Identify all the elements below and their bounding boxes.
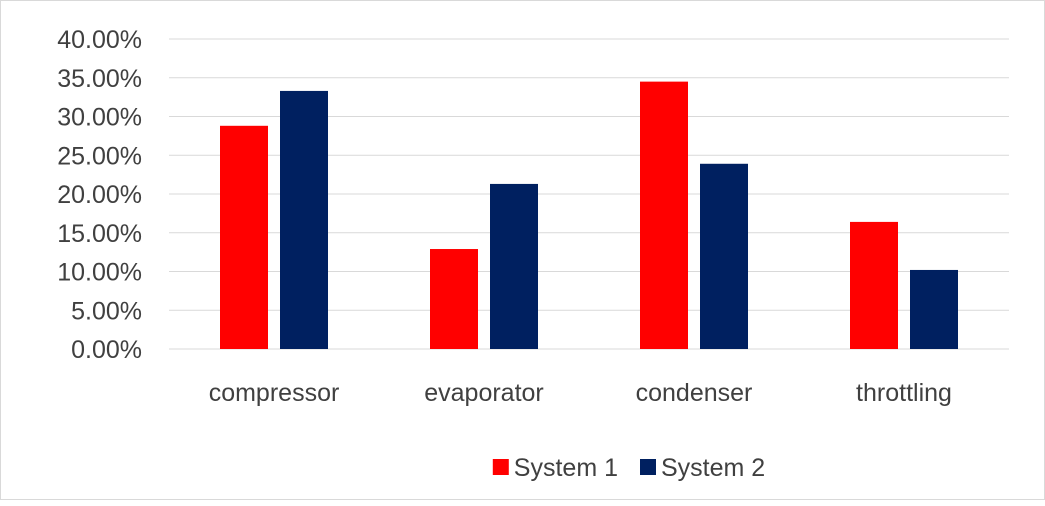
legend-swatch — [492, 459, 509, 475]
y-tick-label: 25.00% — [57, 142, 142, 170]
y-tick-label: 35.00% — [57, 65, 142, 93]
y-tick-label: 10.00% — [57, 259, 142, 287]
bar-system-1-compressor — [220, 125, 268, 349]
bars — [220, 81, 958, 350]
y-axis-tick-labels: 0.00% 5.00% 10.00% 15.00% 20.00% 25.00% 30.00%… — [57, 26, 142, 364]
y-tick-label: 20.00% — [57, 181, 142, 209]
x-category-label: compressor — [209, 379, 340, 407]
bar-system-1-evaporator — [430, 249, 478, 349]
y-tick-label: 40.00% — [57, 26, 142, 54]
y-tick-label: 15.00% — [57, 220, 142, 248]
bar-system-1-condenser — [640, 81, 688, 349]
legend-label: System 1 — [514, 454, 618, 482]
y-tick-label: 5.00% — [71, 297, 142, 325]
bar-system-2-compressor — [280, 90, 328, 350]
legend-swatch — [640, 459, 656, 475]
y-tick-label: 30.00% — [57, 104, 142, 132]
x-axis-category-labels: compressor evaporator condenser throttling — [209, 379, 952, 407]
x-category-label: throttling — [856, 379, 952, 407]
bar-system-1-throttling — [850, 221, 898, 349]
x-category-label: condenser — [636, 379, 753, 407]
bar-system-2-condenser — [700, 163, 748, 349]
x-category-label: evaporator — [424, 379, 544, 407]
y-tick-label: 0.00% — [71, 336, 142, 364]
bar-system-2-throttling — [910, 269, 958, 349]
bar-system-2-evaporator — [490, 183, 538, 349]
legend: System 1 System 2 — [492, 454, 765, 482]
legend-item: System 1 — [492, 454, 618, 482]
legend-label: System 2 — [661, 454, 765, 482]
legend-item: System 2 — [640, 454, 765, 482]
